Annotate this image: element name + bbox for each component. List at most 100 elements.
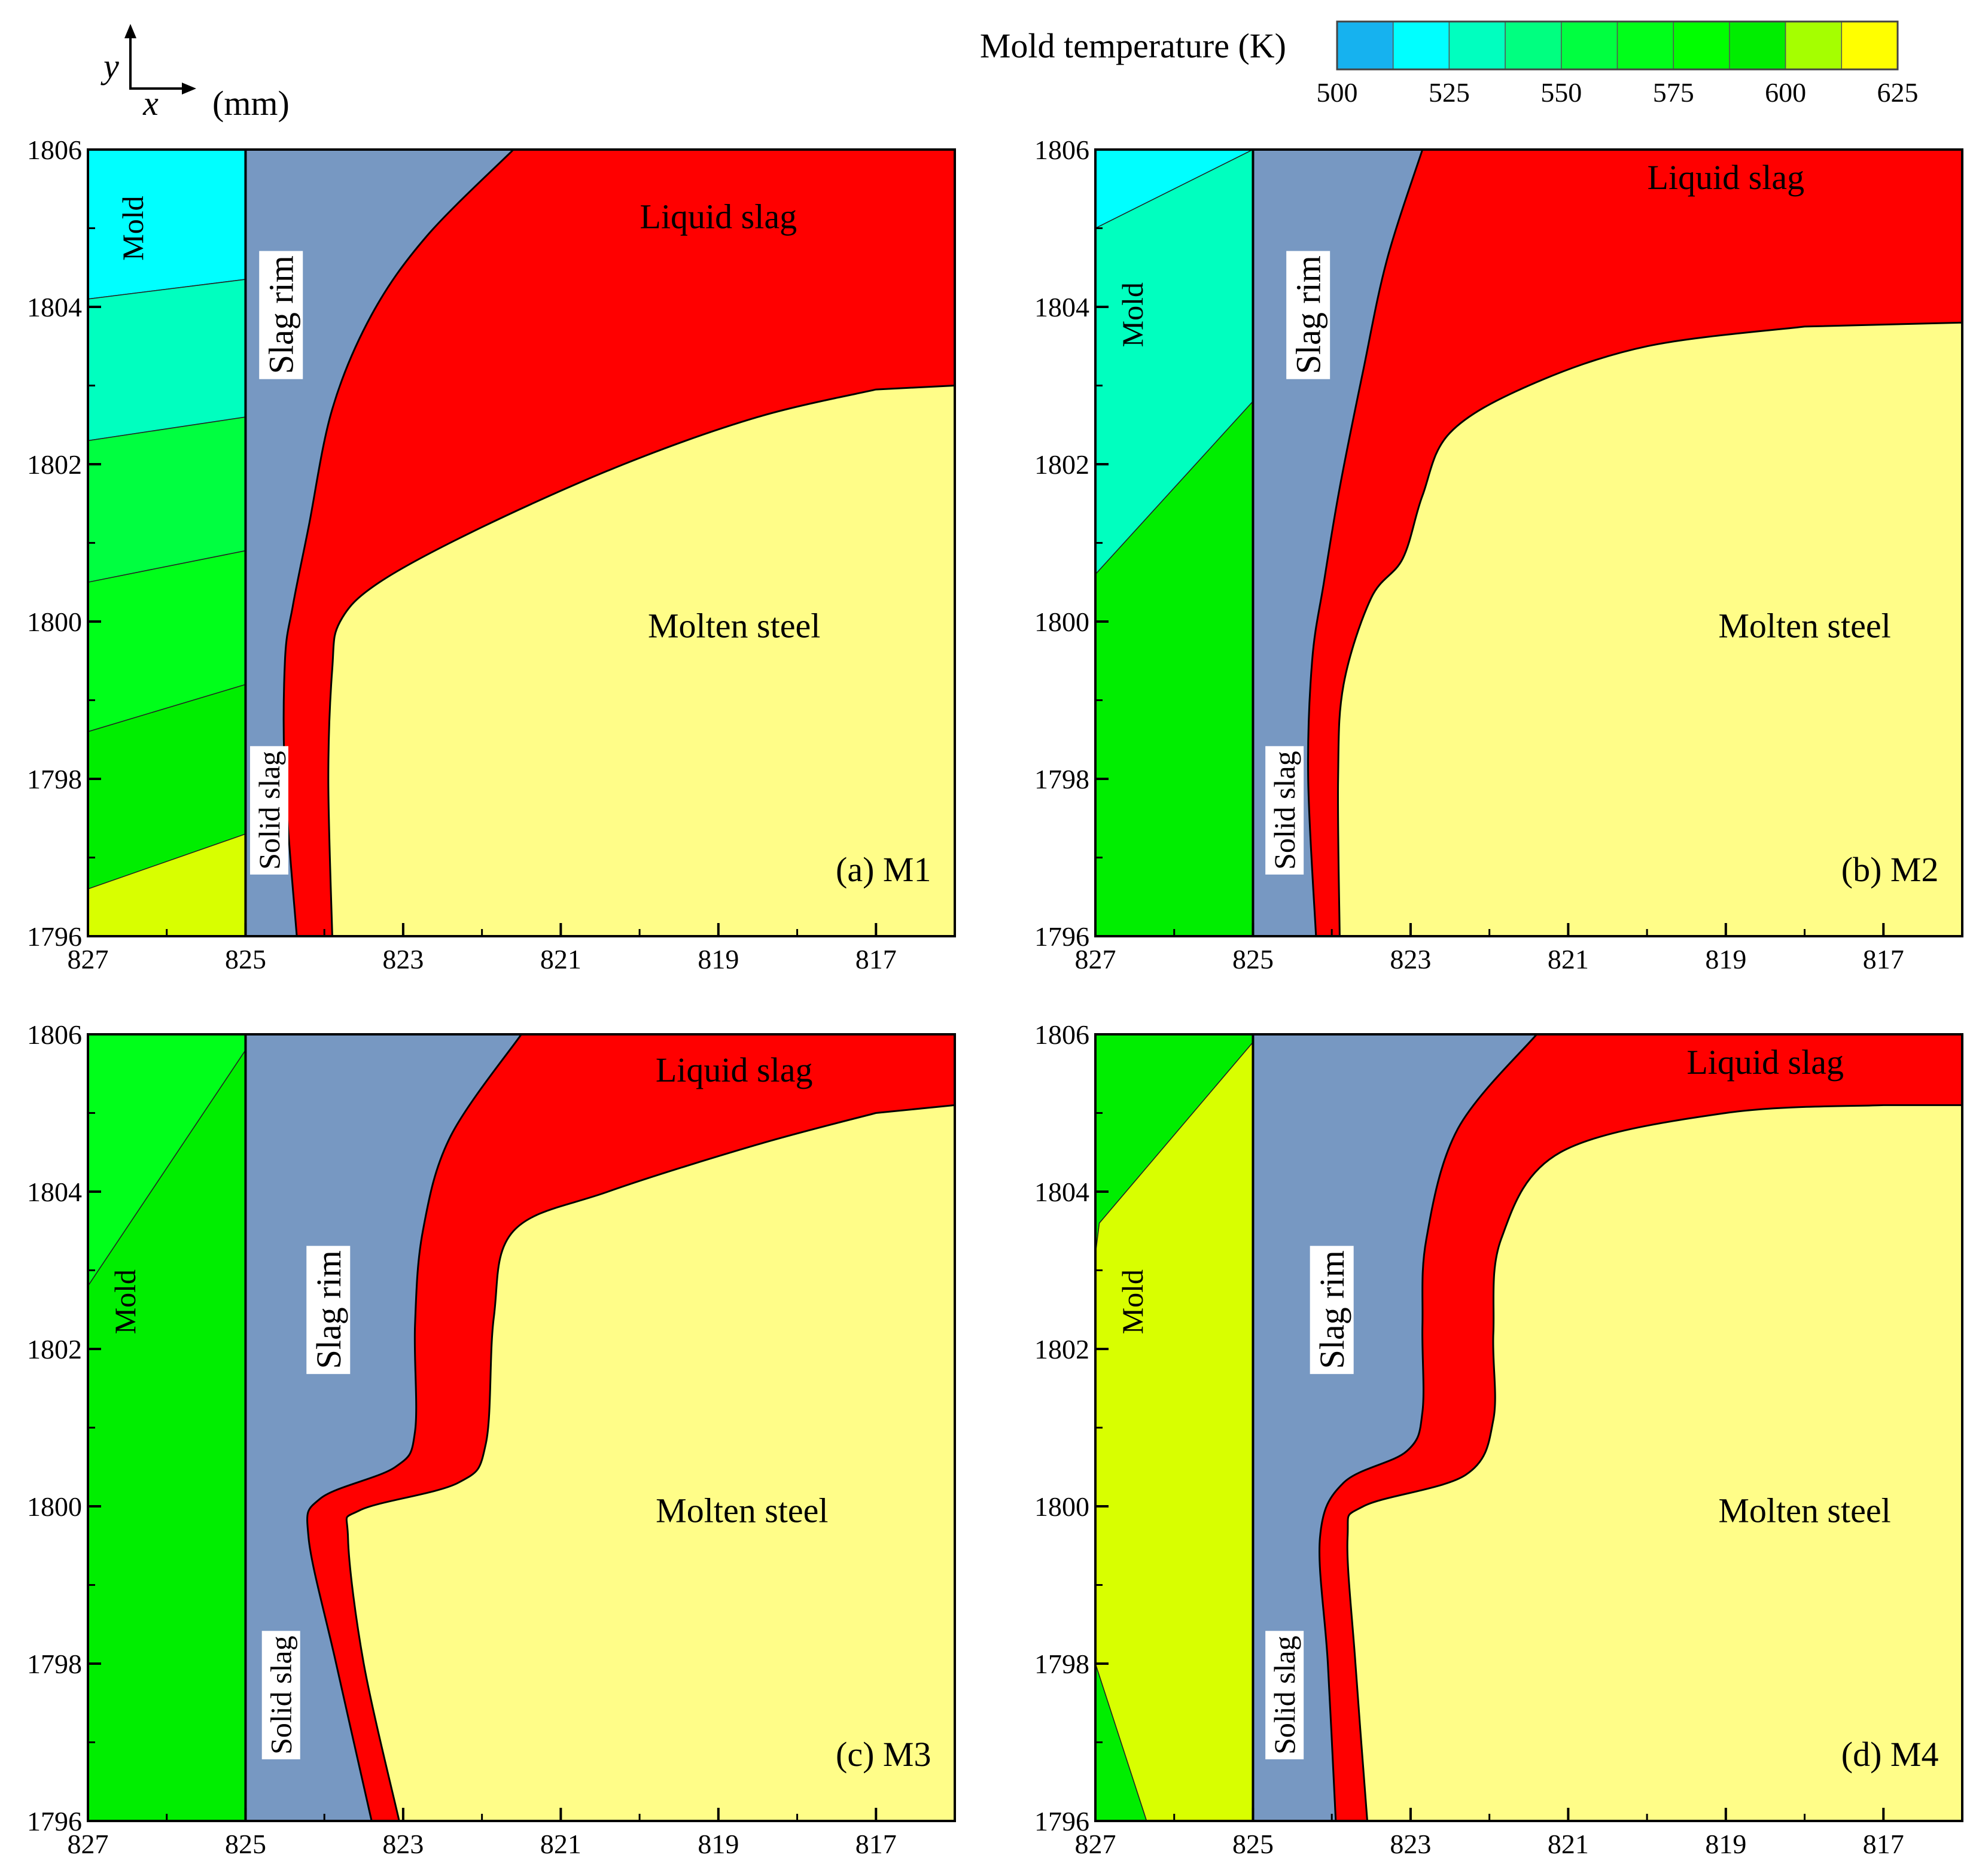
colorbar-tick-600: 600: [1765, 77, 1806, 108]
y-tick-label-1802: 1802: [1034, 449, 1089, 480]
colorbar-tick-625: 625: [1877, 77, 1919, 108]
x-tick-label-827: 827: [1075, 1829, 1116, 1859]
mold-label: Mold: [1116, 1269, 1149, 1334]
x-tick-label-821: 821: [1548, 1829, 1589, 1859]
unit-label: (mm): [212, 84, 290, 123]
label-background: [1265, 746, 1304, 875]
colorbar-band-7: [1729, 21, 1786, 70]
molten-steel-region: [1336, 321, 1963, 937]
y-tick-label-1796: 1796: [27, 921, 82, 952]
x-tick-label-821: 821: [540, 944, 581, 974]
colorbar-band-5: [1616, 21, 1674, 70]
y-tick-label-1798: 1798: [27, 764, 82, 794]
label-background: [249, 746, 288, 875]
slag-rim-label: Slag rim: [1289, 255, 1328, 374]
y-axis-symbol: y: [101, 47, 119, 86]
label-background: [261, 1631, 300, 1759]
colorbar-frame: [1336, 20, 1899, 71]
y-tick-label-1796: 1796: [27, 1806, 82, 1837]
y-tick-label-1802: 1802: [27, 1334, 82, 1365]
y-tick-label-1800: 1800: [27, 1491, 82, 1522]
x-tick-label-819: 819: [698, 1829, 739, 1859]
panel-c: 827 825 823 821 819 817 1796 1798 1800 1802 1804 18…: [27, 1019, 956, 1859]
colorbar-title: Mold temperature (K): [980, 26, 1286, 65]
liquid-slag-label: Liquid slag: [1648, 158, 1805, 197]
x-tick-label-823: 823: [1390, 944, 1431, 974]
slag-rim-label: Slag rim: [1313, 1250, 1351, 1369]
x-tick-label-817: 817: [1863, 1829, 1904, 1859]
x-tick-label-819: 819: [698, 944, 739, 974]
panel-caption: (c) M3: [836, 1735, 931, 1774]
solid-slag-label: Solid slag: [264, 1636, 298, 1755]
y-tick-label-1802: 1802: [1034, 1334, 1089, 1365]
molten-steel-label: Molten steel: [656, 1491, 828, 1530]
x-tick-label-825: 825: [225, 1829, 266, 1859]
y-arrow-head: [124, 24, 136, 38]
liquid-slag-label: Liquid slag: [640, 197, 797, 236]
x-tick-label-819: 819: [1705, 1829, 1746, 1859]
colorbar-tick-550: 550: [1540, 77, 1582, 108]
panel-d: 827 825 823 821 819 817 1796 1798 1800 1802 1804 18…: [1034, 1019, 1963, 1859]
mold-temp-band-0: [87, 149, 246, 300]
colorbar-band-9: [1841, 21, 1898, 70]
colorbar-band-1: [1392, 21, 1450, 70]
y-tick-label-1802: 1802: [27, 449, 82, 480]
molten-steel-region: [327, 384, 956, 937]
solid-slag-label: Solid slag: [1268, 751, 1301, 870]
molten-steel-label: Molten steel: [1718, 1491, 1890, 1530]
colorbar-tick-525: 525: [1429, 77, 1470, 108]
colorbar-band-4: [1561, 21, 1618, 70]
x-tick-label-821: 821: [1548, 944, 1589, 974]
x-tick-label-827: 827: [68, 944, 109, 974]
x-tick-label-825: 825: [1232, 944, 1274, 974]
colorbar-band-2: [1448, 21, 1506, 70]
solid-slag-label: Solid slag: [1268, 1636, 1301, 1755]
x-tick-label-823: 823: [382, 944, 424, 974]
y-tick-label-1798: 1798: [1034, 764, 1089, 794]
y-tick-label-1798: 1798: [1034, 1649, 1089, 1679]
panel-caption: (b) M2: [1841, 850, 1939, 889]
molten-steel-region: [345, 1104, 956, 1822]
label-background: [1310, 1245, 1354, 1374]
liquid-slag-label: Liquid slag: [1686, 1043, 1844, 1082]
molten-steel-label: Molten steel: [648, 606, 820, 645]
liquid-slag-label: Liquid slag: [656, 1050, 813, 1089]
mold-label: Mold: [108, 1269, 142, 1334]
colorbar-ticks: 500 525 550 575 600 625: [1317, 77, 1919, 108]
label-background: [259, 251, 303, 379]
y-tick-label-1806: 1806: [1034, 1019, 1089, 1050]
y-tick-label-1804: 1804: [27, 1177, 82, 1207]
label-background: [306, 1245, 351, 1374]
x-tick-label-823: 823: [382, 1829, 424, 1859]
panel-caption: (d) M4: [1841, 1735, 1939, 1774]
y-tick-label-1796: 1796: [1034, 1806, 1089, 1837]
molten-steel-label: Molten steel: [1718, 606, 1890, 645]
x-tick-label-821: 821: [540, 1829, 581, 1859]
mold-label: Mold: [116, 196, 150, 260]
y-tick-label-1800: 1800: [1034, 607, 1089, 637]
x-tick-label-819: 819: [1705, 944, 1746, 974]
panel-caption: (a) M1: [836, 850, 931, 889]
y-tick-label-1804: 1804: [27, 292, 82, 322]
y-tick-label-1796: 1796: [1034, 921, 1089, 952]
x-tick-label-825: 825: [1232, 1829, 1274, 1859]
panel-b: 827 825 823 821 819 817 1796 1798 1800 1802 1804 18…: [1034, 135, 1963, 974]
mold-label: Mold: [1116, 282, 1149, 347]
axis-indicator: y x (mm): [101, 24, 290, 123]
x-tick-label-817: 817: [855, 1829, 897, 1859]
x-axis-symbol: x: [142, 84, 159, 123]
y-tick-label-1804: 1804: [1034, 1177, 1089, 1207]
colorbar-bands: [1336, 21, 1898, 70]
colorbar-band-3: [1505, 21, 1562, 70]
y-tick-label-1806: 1806: [1034, 135, 1089, 165]
y-tick-label-1806: 1806: [27, 1019, 82, 1050]
y-tick-label-1798: 1798: [27, 1649, 82, 1679]
x-tick-label-827: 827: [1075, 944, 1116, 974]
mold-temp-band-1: [87, 279, 246, 441]
solid-slag-label: Solid slag: [252, 751, 286, 870]
x-tick-label-817: 817: [855, 944, 897, 974]
molten-steel-region: [1346, 1104, 1963, 1822]
label-background: [1286, 251, 1330, 379]
y-tick-label-1804: 1804: [1034, 292, 1089, 322]
